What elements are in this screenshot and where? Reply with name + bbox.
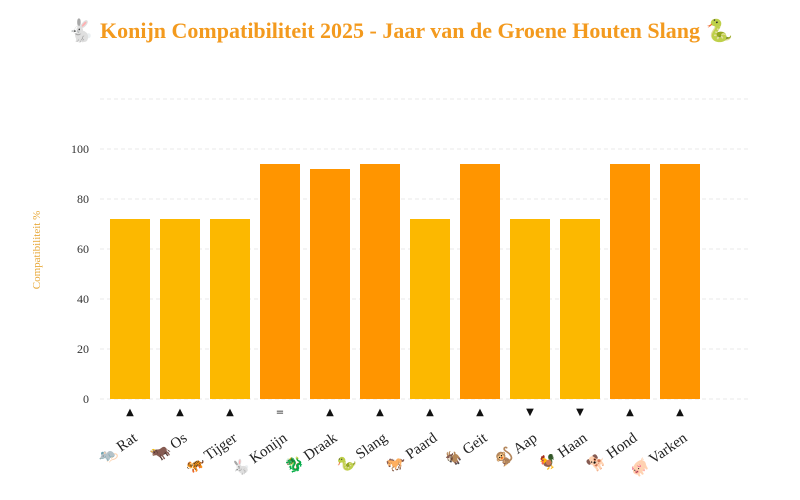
y-axis-ticks: 0 20 40 60 80 100 xyxy=(71,142,89,406)
x-tick-label: 🐐 Geit xyxy=(440,428,491,471)
trend-marker: ▲ xyxy=(326,407,334,418)
x-tick-label: 🐀 Rat xyxy=(96,430,141,468)
y-tick-label: 0 xyxy=(83,392,89,406)
trend-marker: ▼ xyxy=(576,407,584,418)
x-tick-label: 🐒 Aap xyxy=(492,429,540,470)
bar xyxy=(460,164,500,399)
trend-marker: ▲ xyxy=(626,407,634,418)
trend-marker: ▲ xyxy=(126,407,134,418)
y-tick-label: 100 xyxy=(71,142,89,156)
trend-marker: ▲ xyxy=(426,407,434,418)
x-tick-label: 🐖 Varken xyxy=(628,429,691,480)
trend-marker: ▲ xyxy=(376,407,384,418)
y-tick-label: 60 xyxy=(77,242,89,256)
bar xyxy=(660,164,700,399)
trend-marker: ▲ xyxy=(676,407,684,418)
bar xyxy=(510,219,550,399)
trend-marker: ▲ xyxy=(226,407,234,418)
x-tick-label: 🐇 Konijn xyxy=(227,428,290,480)
trend-marker: = xyxy=(276,407,284,418)
x-axis-labels: 🐀 Rat 🐂 Os🐅 Tijger🐇 Konijn🐉 Draak🐍 Slang🐎… xyxy=(96,428,691,480)
bar xyxy=(310,169,350,399)
bar xyxy=(610,164,650,399)
y-axis-label: Compatibiliteit % xyxy=(31,211,43,290)
x-tick-label: 🐍 Slang xyxy=(334,428,391,475)
trend-marker: ▲ xyxy=(476,407,484,418)
y-tick-label: 40 xyxy=(77,292,89,306)
bar xyxy=(160,219,200,399)
x-tick-label: 🐂 Os xyxy=(149,429,191,465)
x-tick-label: 🐉 Draak xyxy=(282,428,341,477)
trend-marker: ▼ xyxy=(526,407,534,418)
trend-markers: ▲ ▲ ▲ = ▲ ▲ ▲ ▲ ▼ ▼ ▲ ▲ xyxy=(126,407,684,418)
trend-marker: ▲ xyxy=(176,407,184,418)
chart-title: 🐇 Konijn Compatibiliteit 2025 - Jaar van… xyxy=(67,18,733,43)
y-tick-label: 80 xyxy=(77,192,89,206)
y-tick-label: 20 xyxy=(77,342,89,356)
x-tick-label: 🐎 Paard xyxy=(384,428,441,475)
x-tick-label: 🐓 Haan xyxy=(536,428,591,474)
bar xyxy=(360,164,400,399)
bar xyxy=(560,219,600,399)
bar xyxy=(110,219,150,399)
bars xyxy=(110,164,700,399)
bar xyxy=(210,219,250,399)
bar xyxy=(260,164,300,399)
bar xyxy=(410,219,450,399)
